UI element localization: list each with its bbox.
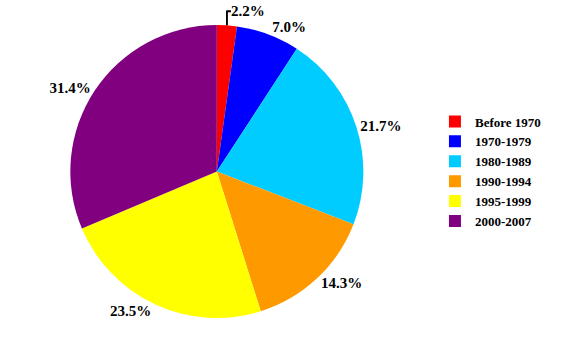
- svg-text:14.3%: 14.3%: [321, 275, 362, 291]
- svg-text:1970-1979: 1970-1979: [475, 134, 532, 149]
- svg-text:1990-1994: 1990-1994: [475, 174, 532, 189]
- svg-text:7.0%: 7.0%: [272, 19, 306, 35]
- svg-text:2000-2007: 2000-2007: [475, 214, 532, 229]
- svg-text:1980-1989: 1980-1989: [475, 154, 532, 169]
- svg-text:Before 1970: Before 1970: [475, 115, 541, 130]
- svg-text:23.5%: 23.5%: [110, 303, 151, 319]
- svg-text:2.2%: 2.2%: [231, 3, 265, 19]
- svg-text:1995-1999: 1995-1999: [475, 194, 532, 209]
- svg-text:31.4%: 31.4%: [49, 80, 90, 96]
- svg-text:21.7%: 21.7%: [360, 118, 401, 134]
